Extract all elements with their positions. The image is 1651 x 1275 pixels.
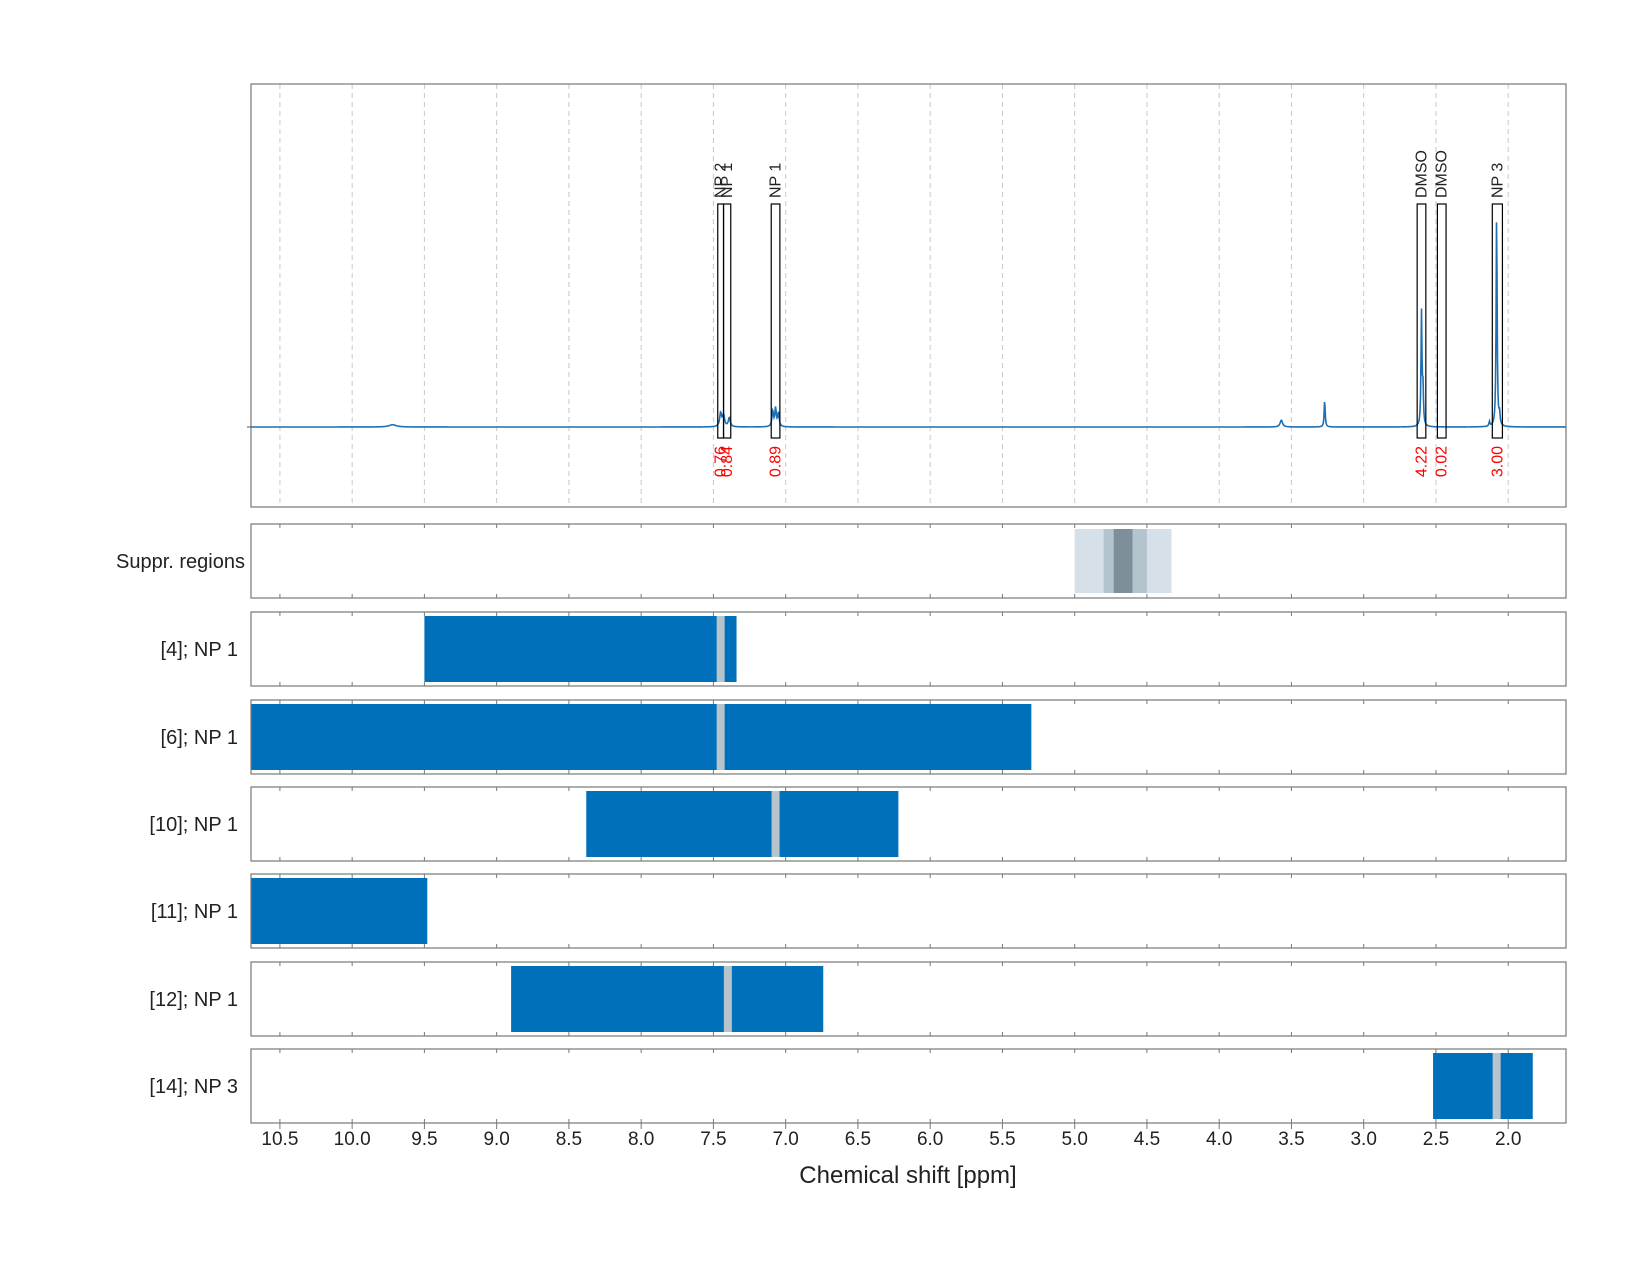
suppression-label: Suppr. regions (116, 551, 245, 573)
range-frame (250, 961, 1567, 1037)
spectrum-panel: NP 2 0.76 NP 1 0.84 NP 1 0.89 DMSO 4.22 DMSO 0.02… (247, 83, 1567, 508)
peak-label: NP 3 (1489, 163, 1506, 198)
range-panel: [6]; NP 1 (161, 699, 1567, 775)
integral-value: 3.00 (1489, 446, 1506, 477)
range-bar (424, 616, 737, 682)
range-label: [10]; NP 1 (149, 814, 238, 836)
x-tick-label: 3.0 (1350, 1129, 1376, 1150)
x-tick-label: 9.5 (411, 1129, 437, 1150)
range-label: [14]; NP 3 (149, 1076, 238, 1098)
spectrum-line (251, 222, 1566, 428)
integral-value: 0.02 (1434, 446, 1451, 477)
integral-value: 4.22 (1413, 446, 1430, 477)
range-center-marker (716, 704, 725, 770)
range-panel: [12]; NP 1 (149, 961, 1567, 1037)
range-panel: [10]; NP 1 (149, 786, 1567, 862)
x-tick-label: 7.5 (700, 1129, 726, 1150)
x-tick-label: 10.0 (334, 1129, 371, 1150)
peak-box (1491, 203, 1504, 439)
range-panel: [4]; NP 1 (161, 611, 1567, 687)
range-bar (251, 704, 1032, 770)
range-label: [6]; NP 1 (161, 727, 238, 749)
x-tick-label: 8.0 (628, 1129, 654, 1150)
panels-layer: NP 2 0.76 NP 1 0.84 NP 1 0.89 DMSO 4.22 DMSO 0.02… (116, 83, 1567, 1124)
range-center-marker (771, 791, 780, 857)
peak-label: DMSO (1413, 150, 1430, 198)
range-frame (250, 1048, 1567, 1124)
suppression-panel: Suppr. regions (116, 523, 1567, 599)
x-tick-label: 5.0 (1061, 1129, 1087, 1150)
range-center-marker (716, 616, 725, 682)
range-frame (250, 873, 1567, 949)
peak-label: NP 1 (719, 163, 736, 198)
spectrum-frame (250, 83, 1567, 508)
range-panel: [11]; NP 1 (151, 873, 1567, 949)
range-bar (1433, 1053, 1533, 1119)
x-tick-label: 4.5 (1134, 1129, 1160, 1150)
range-panel: [14]; NP 3 (149, 1048, 1567, 1124)
range-frame (250, 699, 1567, 775)
range-center-marker (723, 966, 732, 1032)
x-tick-label: 2.0 (1495, 1129, 1521, 1150)
peak-box (1416, 203, 1427, 439)
range-label: [12]; NP 1 (149, 989, 238, 1011)
integral-value: 0.76 (713, 446, 730, 477)
peak-box (1436, 203, 1447, 439)
x-tick-label: 6.5 (845, 1129, 871, 1150)
x-tick-label: 7.0 (772, 1129, 798, 1150)
x-tick-label: 6.0 (917, 1129, 943, 1150)
x-tick-label: 9.0 (483, 1129, 509, 1150)
suppression-region (1113, 529, 1133, 593)
peak-label: NP 2 (713, 163, 730, 198)
range-center-marker (1492, 1053, 1501, 1119)
range-label: [11]; NP 1 (151, 901, 238, 923)
x-tick-label: 4.0 (1206, 1129, 1232, 1150)
suppression-frame (250, 523, 1567, 599)
range-bar (251, 878, 428, 944)
range-bar (586, 791, 899, 857)
x-axis-label: Chemical shift [ppm] (799, 1162, 1016, 1189)
peak-box (717, 203, 725, 439)
integral-value: 0.89 (768, 446, 785, 477)
peak-box (770, 203, 781, 439)
integral-value: 0.84 (719, 446, 736, 477)
range-label: [4]; NP 1 (161, 639, 238, 661)
x-tick-label: 10.5 (261, 1129, 298, 1150)
range-bar (511, 966, 824, 1032)
peak-label: NP 1 (768, 163, 785, 198)
range-frame (250, 611, 1567, 687)
peak-box (722, 203, 732, 439)
peak-label: DMSO (1434, 150, 1451, 198)
x-tick-label: 3.5 (1278, 1129, 1304, 1150)
x-tick-label: 8.5 (556, 1129, 582, 1150)
x-tick-label: 5.5 (989, 1129, 1015, 1150)
x-axis: 10.5 10.0 9.5 9.0 8.5 8.0 7.5 7.0 6.5 6.0 5.5 5.0 4.… (261, 1123, 1521, 1150)
range-frame (250, 786, 1567, 862)
x-tick-label: 2.5 (1423, 1129, 1449, 1150)
